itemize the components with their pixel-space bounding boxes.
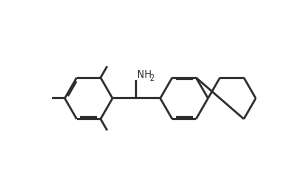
Text: NH: NH: [137, 70, 152, 80]
Text: 2: 2: [149, 74, 154, 83]
